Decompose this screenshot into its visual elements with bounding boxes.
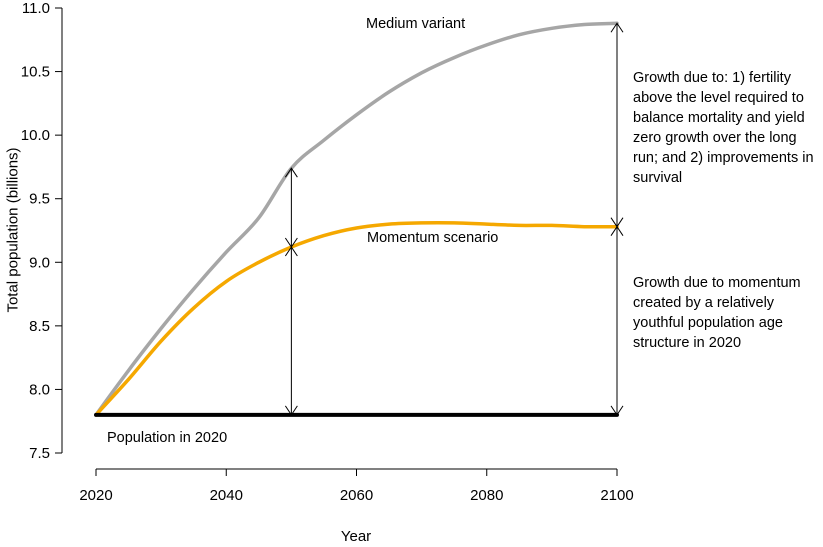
arrow-head [610,22,624,33]
series-line-medium-variant [94,21,619,417]
x-tick-label: 2040 [210,487,243,504]
y-tick-label: 8.5 [29,318,50,335]
arrow-head [610,225,624,236]
x-tick-label: 2100 [600,487,633,504]
y-tick-label: 8.0 [29,381,50,398]
x-tick-label: 2020 [79,487,112,504]
y-tick-label: 10.5 [21,64,50,81]
series-label-momentum-scenario: Momentum scenario [367,230,499,246]
x-tick-label: 2080 [470,487,503,504]
annotation-upper: Growth due to: 1) fertility above the le… [633,70,814,186]
series-line-momentum-scenario [94,221,619,417]
y-tick-label: 9.5 [29,191,50,208]
y-tick-label: 11.0 [22,0,50,17]
arrow-head [284,405,298,416]
arrow-head [284,167,298,178]
y-tick-label: 9.0 [29,254,50,271]
arrow-layer [284,22,624,416]
series-label-population-2020: Population in 2020 [107,430,228,446]
arrow-head [284,246,298,257]
axes: 7.5 8.0 8.5 9.0 9.5 10.0 10.5 11.0 2020 2040 2060 2… [21,0,634,504]
arrow-head [610,405,624,416]
y-tick-label: 10.0 [21,127,50,144]
x-tick-label: 2060 [340,487,373,504]
annotation-lower: Growth due to momentum created by a rela… [633,275,801,351]
series-layer [94,21,619,417]
y-tick-label: 7.5 [29,445,50,462]
y-axis-label: Total population (billions) [4,147,22,313]
x-axis-label: Year [340,528,372,545]
series-label-medium-variant: Medium variant [366,16,466,32]
